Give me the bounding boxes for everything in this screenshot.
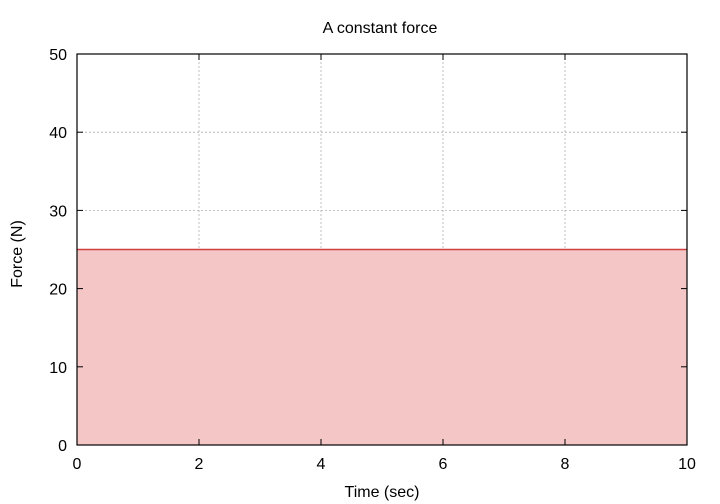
y-tick-label: 0 bbox=[58, 438, 67, 455]
x-tick-label: 6 bbox=[439, 456, 448, 473]
y-axis-label: Force (N) bbox=[9, 220, 26, 288]
x-tick-label: 10 bbox=[678, 456, 696, 473]
tick-layer: 0 2 4 6 8 10 0 10 20 30 40 50 bbox=[49, 47, 696, 473]
plot-frame bbox=[76, 53, 688, 446]
x-tick-label: 4 bbox=[317, 456, 326, 473]
x-tick-label: 2 bbox=[195, 456, 204, 473]
y-tick-label: 50 bbox=[49, 47, 67, 64]
x-tick-label: 0 bbox=[73, 456, 82, 473]
y-tick-label: 30 bbox=[49, 203, 67, 220]
y-tick-label: 20 bbox=[49, 282, 67, 299]
x-tick-label: 8 bbox=[561, 456, 570, 473]
series-layer bbox=[76, 248, 688, 445]
y-tick-label: 40 bbox=[49, 125, 67, 142]
y-tick-label: 10 bbox=[49, 360, 67, 377]
x-axis-label: Time (sec) bbox=[345, 484, 420, 501]
series-area-fill bbox=[77, 249, 687, 445]
chart-title: A constant force bbox=[323, 20, 438, 37]
